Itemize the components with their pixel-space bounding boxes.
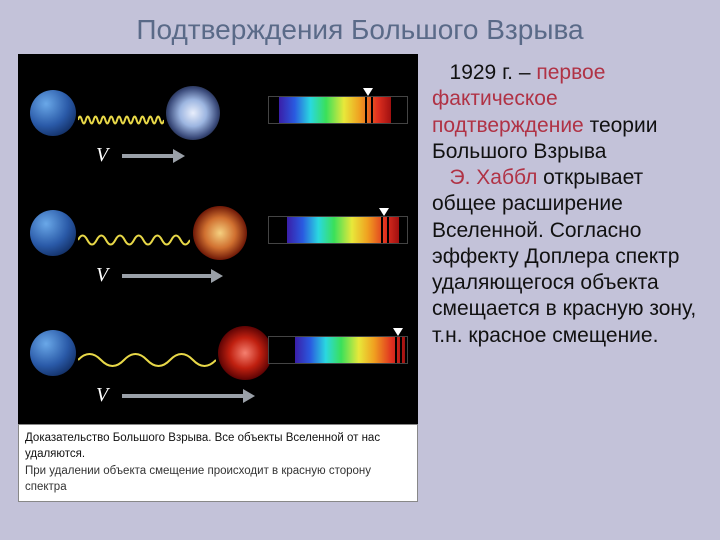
velocity-arrow <box>122 274 214 278</box>
p2-highlight: Э. Хаббл <box>450 166 538 189</box>
velocity-label: V <box>96 264 108 287</box>
absorption-line <box>371 97 373 123</box>
marker-icon <box>363 88 373 96</box>
galaxy-icon <box>218 326 272 380</box>
spectrum-bar <box>268 336 408 364</box>
page-title: Подтверждения Большого Взрыва <box>0 0 720 54</box>
body-text: 1929 г. – первое фактическое подтвержден… <box>432 54 702 502</box>
absorption-line <box>395 337 397 363</box>
velocity-label: V <box>96 384 108 407</box>
velocity-label: V <box>96 144 108 167</box>
earth-icon <box>30 330 76 376</box>
doppler-diagram: V V V <box>18 54 418 424</box>
wave-icon <box>78 110 164 130</box>
absorption-line <box>365 97 367 123</box>
velocity-arrow <box>122 154 176 158</box>
content-area: V V V Доказательство Большого Взрыва. Все … <box>0 54 720 502</box>
absorption-line <box>387 217 389 243</box>
paragraph-2: Э. Хаббл открывает общее расширение Всел… <box>432 165 702 349</box>
figure-caption: Доказательство Большого Взрыва. Все объе… <box>18 424 418 502</box>
galaxy-icon <box>166 86 220 140</box>
earth-icon <box>30 90 76 136</box>
absorption-line <box>381 217 383 243</box>
caption-main: Доказательство Большого Взрыва. Все объе… <box>25 431 411 462</box>
wave-icon <box>78 350 216 370</box>
marker-icon <box>379 208 389 216</box>
caption-sub: При удалении объекта смещение происходит… <box>25 464 411 495</box>
wave-icon <box>78 230 190 250</box>
galaxy-icon <box>193 206 247 260</box>
doppler-row: V <box>18 302 418 412</box>
earth-icon <box>30 210 76 256</box>
velocity-arrow <box>122 394 246 398</box>
doppler-row: V <box>18 62 418 172</box>
p2-b: открывает общее расширение Вселенной. Со… <box>432 166 696 347</box>
absorption-line <box>400 337 402 363</box>
doppler-row: V <box>18 182 418 292</box>
doppler-figure: V V V Доказательство Большого Взрыва. Все … <box>18 54 418 502</box>
spectrum-bar <box>268 96 408 124</box>
spectrum-bar <box>268 216 408 244</box>
p1-a: 1929 г. – <box>450 61 537 84</box>
paragraph-1: 1929 г. – первое фактическое подтвержден… <box>432 60 702 165</box>
marker-icon <box>393 328 403 336</box>
